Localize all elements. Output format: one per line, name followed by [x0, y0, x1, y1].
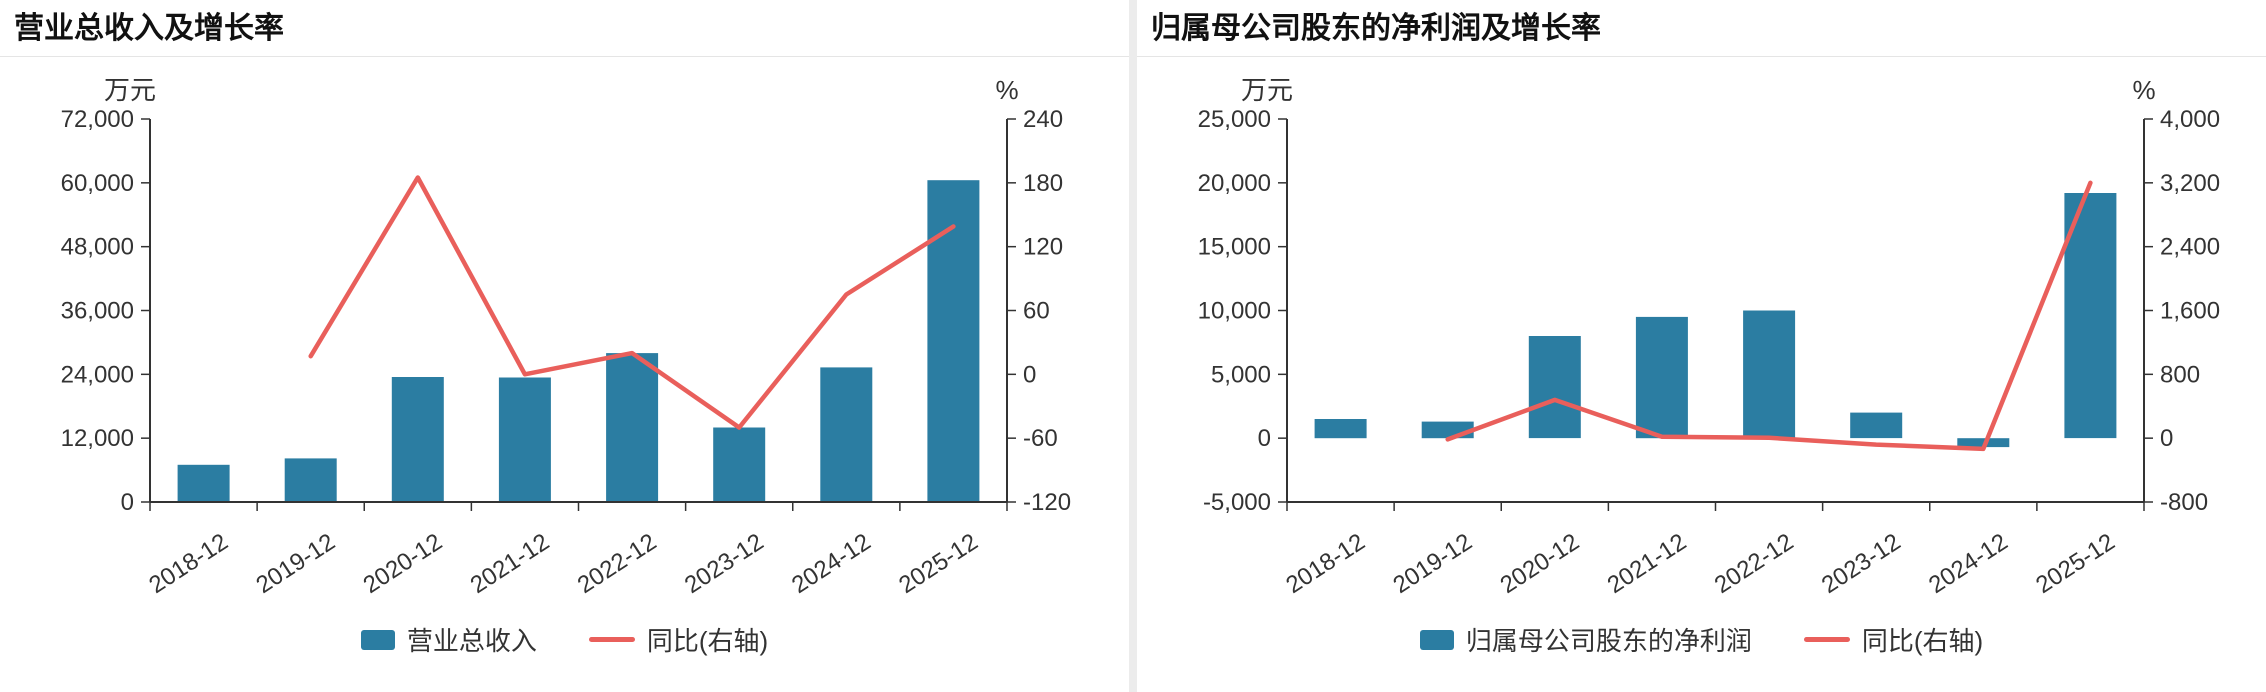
- bar: [284, 458, 337, 502]
- x-tick-label: 2023-12: [680, 528, 769, 599]
- bar: [927, 180, 980, 502]
- profit-panel: 归属母公司股东的净利润及增长率 -5,000 0 5,000 10,000 15,000…: [1137, 0, 2266, 692]
- x-tick-label: 2021-12: [1603, 528, 1692, 599]
- y-right-tick-label: 180: [1023, 170, 1063, 197]
- y-right-tick-label: -60: [1023, 425, 1058, 452]
- y-right-tick-label: 1,600: [2160, 298, 2220, 325]
- line-swatch: [588, 637, 635, 642]
- profit-chart: -5,000 0 5,000 10,000 15,000 20,000 25,000 -800…: [1198, 75, 2220, 599]
- growth-line: [308, 175, 956, 430]
- x-tick-label: 2019-12: [251, 528, 340, 599]
- x-tick-label: 2022-12: [1710, 528, 1799, 599]
- revenue-chart: 0 12,000 24,000 36,000 48,000 60,000 72,000 -12…: [61, 75, 1071, 599]
- y-right-tick-label: 2,400: [2160, 234, 2220, 261]
- x-tick-label: 2020-12: [1496, 528, 1585, 599]
- y-right-tick-label: 0: [2160, 425, 2173, 452]
- axes: [1286, 119, 2145, 503]
- bar: [391, 377, 444, 502]
- left-unit-label: 万元: [104, 75, 156, 105]
- x-tick-label: 2018-12: [1281, 528, 1370, 599]
- x-tick-label: 2019-12: [1388, 528, 1477, 599]
- bar: [606, 353, 659, 502]
- legend-label-yoy: 同比(右轴): [646, 626, 769, 656]
- bar: [1957, 438, 2010, 448]
- profit-panel-title: 归属母公司股东的净利润及增长率: [1137, 0, 2266, 57]
- legend-label-profit: 归属母公司股东的净利润: [1465, 626, 1752, 656]
- revenue-panel-title: 营业总收入及增长率: [0, 0, 1129, 57]
- y-left-tick-label: 0: [1258, 425, 1271, 452]
- tick-marks: [141, 118, 1016, 511]
- bar-series: [177, 180, 980, 502]
- tick-labels: 0 12,000 24,000 36,000 48,000 60,000 72,000 -12…: [61, 106, 1071, 599]
- y-left-tick-label: 20,000: [1198, 170, 1271, 197]
- y-left-tick-label: 10,000: [1198, 298, 1271, 325]
- y-left-tick-label: 24,000: [61, 361, 134, 388]
- y-left-tick-label: 72,000: [61, 106, 134, 133]
- bar: [1314, 419, 1367, 439]
- bar-swatch: [360, 629, 395, 650]
- x-tick-label: 2021-12: [466, 528, 555, 599]
- bar: [820, 367, 873, 502]
- y-left-tick-label: 5,000: [1211, 361, 1271, 388]
- y-right-tick-label: 120: [1023, 234, 1063, 261]
- right-unit-label: %: [995, 75, 1018, 105]
- profit-legend: 归属母公司股东的净利润 同比(右轴): [1137, 621, 2266, 658]
- x-tick-label: 2025-12: [894, 528, 983, 599]
- y-right-tick-label: -800: [2160, 489, 2208, 516]
- bar: [177, 464, 230, 502]
- y-left-tick-label: 12,000: [61, 425, 134, 452]
- revenue-panel: 营业总收入及增长率 0 12,000 24,000 36,000 48,000 60,00…: [0, 0, 1129, 692]
- x-tick-label: 2024-12: [787, 528, 876, 599]
- y-left-tick-label: 0: [121, 489, 134, 516]
- bar: [1850, 412, 1903, 439]
- revenue-legend: 营业总收入 同比(右轴): [0, 621, 1129, 658]
- bar: [498, 377, 551, 502]
- x-tick-label: 2022-12: [573, 528, 662, 599]
- x-tick-label: 2020-12: [359, 528, 448, 599]
- y-right-tick-label: 4,000: [2160, 106, 2220, 133]
- y-right-tick-label: -120: [1023, 489, 1071, 516]
- y-left-tick-label: -5,000: [1203, 489, 1271, 516]
- legend-label-yoy: 同比(右轴): [1861, 626, 1984, 656]
- y-right-tick-label: 60: [1023, 298, 1050, 325]
- y-right-tick-label: 0: [1023, 361, 1036, 388]
- bar: [2064, 193, 2117, 439]
- right-unit-label: %: [2132, 75, 2155, 105]
- line-swatch: [1803, 637, 1850, 642]
- panel-divider: [1129, 0, 1137, 692]
- left-unit-label: 万元: [1241, 75, 1293, 105]
- x-tick-label: 2024-12: [1924, 528, 2013, 599]
- bar: [1635, 316, 1688, 439]
- bar: [1421, 421, 1474, 439]
- x-tick-label: 2018-12: [144, 528, 233, 599]
- bar: [1528, 336, 1581, 439]
- y-right-tick-label: 800: [2160, 361, 2200, 388]
- x-tick-label: 2023-12: [1817, 528, 1906, 599]
- bar: [713, 427, 766, 502]
- y-left-tick-label: 36,000: [61, 298, 134, 325]
- legend-item-revenue-yoy[interactable]: 同比(右轴): [588, 621, 769, 658]
- growth-line: [1445, 180, 2093, 452]
- y-left-tick-label: 15,000: [1198, 234, 1271, 261]
- bar: [1743, 310, 1796, 439]
- tick-marks: [1278, 118, 2153, 511]
- legend-item-profit-bar[interactable]: 归属母公司股东的净利润: [1419, 621, 1752, 658]
- bar-series: [1314, 193, 2117, 448]
- y-left-tick-label: 48,000: [61, 234, 134, 261]
- bar-swatch: [1419, 629, 1454, 650]
- y-right-tick-label: 240: [1023, 106, 1063, 133]
- y-left-tick-label: 60,000: [61, 170, 134, 197]
- x-tick-label: 2025-12: [2031, 528, 2120, 599]
- legend-item-profit-yoy[interactable]: 同比(右轴): [1803, 621, 1984, 658]
- y-right-tick-label: 3,200: [2160, 170, 2220, 197]
- axes: [149, 119, 1008, 503]
- y-left-tick-label: 25,000: [1198, 106, 1271, 133]
- legend-item-revenue-bar[interactable]: 营业总收入: [360, 621, 537, 658]
- legend-label-revenue: 营业总收入: [406, 626, 537, 656]
